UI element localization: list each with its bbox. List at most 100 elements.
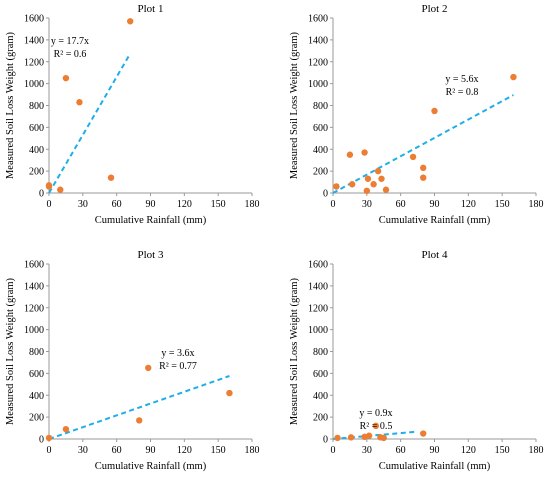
y-tick-label: 0 (323, 435, 328, 446)
data-point (372, 422, 380, 430)
data-point (333, 183, 340, 190)
x-tick-label: 120 (461, 445, 476, 456)
x-axis-label: Cumulative Rainfall (mm) (95, 215, 207, 226)
plot-title: Plot 2 (422, 3, 448, 15)
trend-equation: y = 3.6x (161, 348, 194, 359)
y-tick-label: 800 (29, 101, 44, 112)
data-point (45, 434, 53, 442)
data-point (346, 151, 354, 158)
trend-equation: y = 17.7x (51, 36, 89, 47)
data-point (382, 186, 390, 193)
x-tick-label: 180 (529, 445, 544, 456)
data-point (365, 432, 373, 439)
x-tick-label: 0 (47, 199, 52, 210)
y-tick-label: 1000 (24, 79, 44, 90)
y-tick-label: 1000 (308, 325, 328, 336)
y-tick-label: 1400 (308, 35, 328, 46)
data-point (62, 74, 70, 82)
y-tick-label: 800 (313, 347, 328, 358)
y-tick-label: 1400 (24, 281, 44, 292)
plot-title: Plot 1 (138, 3, 164, 15)
data-point (420, 430, 427, 437)
y-tick-label: 800 (29, 347, 44, 358)
y-tick-label: 200 (313, 413, 328, 424)
data-point (431, 107, 438, 115)
y-tick-label: 1000 (308, 79, 328, 90)
data-point (145, 364, 152, 372)
data-point (420, 174, 427, 181)
y-tick-label: 400 (29, 391, 44, 402)
y-tick-label: 1200 (24, 303, 44, 314)
data-point (127, 18, 134, 25)
trendline (48, 53, 132, 194)
y-tick-label: 1400 (308, 281, 328, 292)
r-squared-label: R² = 0.5 (360, 421, 393, 432)
x-tick-label: 30 (78, 199, 88, 210)
x-tick-label: 150 (495, 199, 510, 210)
y-tick-label: 0 (323, 189, 328, 200)
data-point (62, 425, 70, 433)
data-point (136, 417, 143, 424)
y-tick-label: 200 (29, 413, 44, 424)
data-point (363, 187, 371, 195)
plot-panel-4: Plot 4 0 200 400 600 800 1000 1200 1400 1600 0 30 60… (289, 249, 544, 472)
x-tick-label: 0 (331, 445, 336, 456)
y-tick-label: 1200 (308, 57, 328, 68)
x-tick-label: 90 (146, 445, 156, 456)
x-tick-label: 30 (362, 445, 372, 456)
y-tick-label: 1600 (308, 260, 328, 271)
y-tick-label: 200 (313, 167, 328, 178)
x-axis-label: Cumulative Rainfall (mm) (379, 461, 491, 472)
y-tick-label: 1600 (24, 260, 44, 271)
x-tick-label: 60 (112, 199, 122, 210)
y-tick-label: 1200 (308, 303, 328, 314)
data-point (334, 434, 341, 442)
x-tick-label: 0 (47, 445, 52, 456)
x-tick-label: 150 (495, 445, 510, 456)
data-point (57, 186, 64, 193)
trend-equation: y = 0.9x (359, 408, 392, 419)
plot-panel-2: Plot 2 0 200 400 600 800 1000 1200 1400 1600 0 30 60… (289, 3, 544, 226)
y-axis-label: Measured Soil Loss Weight (gram) (289, 31, 300, 179)
data-point (226, 389, 233, 397)
data-point (378, 175, 385, 182)
x-tick-label: 60 (396, 199, 406, 210)
x-tick-label: 90 (430, 445, 440, 456)
data-point (370, 181, 377, 188)
x-tick-label: 150 (211, 199, 226, 210)
x-tick-label: 90 (430, 199, 440, 210)
y-axis-label: Measured Soil Loss Weight (gram) (5, 31, 16, 179)
y-tick-label: 400 (313, 145, 328, 156)
data-point (420, 164, 427, 172)
x-tick-label: 0 (331, 199, 336, 210)
x-tick-label: 90 (146, 199, 156, 210)
x-tick-label: 150 (211, 445, 226, 456)
y-tick-label: 600 (29, 369, 44, 380)
y-tick-label: 600 (313, 369, 328, 380)
x-axis-label: Cumulative Rainfall (mm) (95, 461, 207, 472)
y-tick-label: 0 (39, 435, 44, 446)
plot-panel-3: Plot 3 0 200 400 600 800 1000 1200 1400 1600 0 30 60… (5, 249, 260, 472)
data-point (348, 181, 356, 188)
data-point (76, 99, 83, 106)
x-axis-label: Cumulative Rainfall (mm) (379, 215, 491, 226)
data-point (107, 174, 115, 181)
data-point (409, 153, 417, 161)
x-tick-label: 30 (78, 445, 88, 456)
plot-panel-1: Plot 1 0 200 400 600 800 1000 1200 1400 1600 0 30 60… (5, 3, 260, 226)
x-tick-label: 180 (245, 199, 260, 210)
y-tick-label: 600 (313, 123, 328, 134)
trend-equation: y = 5.6x (445, 74, 478, 85)
data-point (347, 434, 355, 441)
x-tick-label: 120 (177, 199, 192, 210)
x-tick-label: 180 (529, 199, 544, 210)
plot-title: Plot 3 (138, 249, 164, 261)
data-point (374, 167, 382, 175)
x-tick-label: 120 (461, 199, 476, 210)
x-tick-label: 60 (396, 445, 406, 456)
y-tick-label: 1000 (24, 325, 44, 336)
y-tick-label: 1400 (24, 35, 44, 46)
data-point (361, 149, 368, 156)
data-point (510, 73, 517, 81)
